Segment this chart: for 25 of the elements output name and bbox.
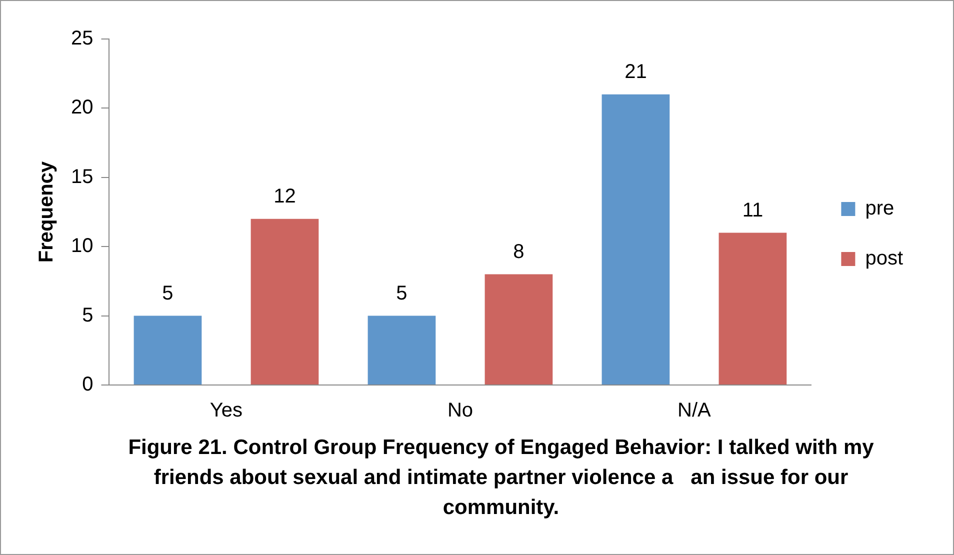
- y-tick-label: 25: [70, 28, 94, 50]
- data-label: 8: [513, 240, 524, 263]
- text: Figure 21. Control Group Frequency of Engaged Behavior: I talked with my friends about sexual and intimate partner violence a an issue for our community.: [127, 435, 875, 521]
- data-label: 5: [162, 282, 174, 304]
- bar: [250, 218, 319, 384]
- y-tick-label: 20: [70, 96, 94, 119]
- y-tick-label: 10: [70, 235, 94, 258]
- x-tick-label: Yes: [210, 400, 243, 422]
- x-tick-label: N/A: [678, 400, 712, 422]
- legend-label: post: [865, 248, 904, 270]
- legend-label: pre: [865, 198, 894, 220]
- x-tick-label: No: [447, 400, 474, 422]
- y-tick-label: 0: [82, 374, 94, 396]
- bar: [134, 316, 202, 384]
- y-tick-label: 15: [70, 166, 94, 188]
- y-axis-title: Frequency: [36, 160, 58, 263]
- data-label: 12: [274, 185, 296, 208]
- bar: [718, 232, 787, 384]
- data-label: 11: [742, 199, 764, 222]
- bar: [484, 274, 553, 384]
- data-label: 5: [396, 282, 408, 304]
- bar: [368, 316, 436, 384]
- bar: [602, 94, 670, 384]
- data-label: 21: [624, 60, 647, 83]
- y-tick-label: 5: [82, 304, 94, 326]
